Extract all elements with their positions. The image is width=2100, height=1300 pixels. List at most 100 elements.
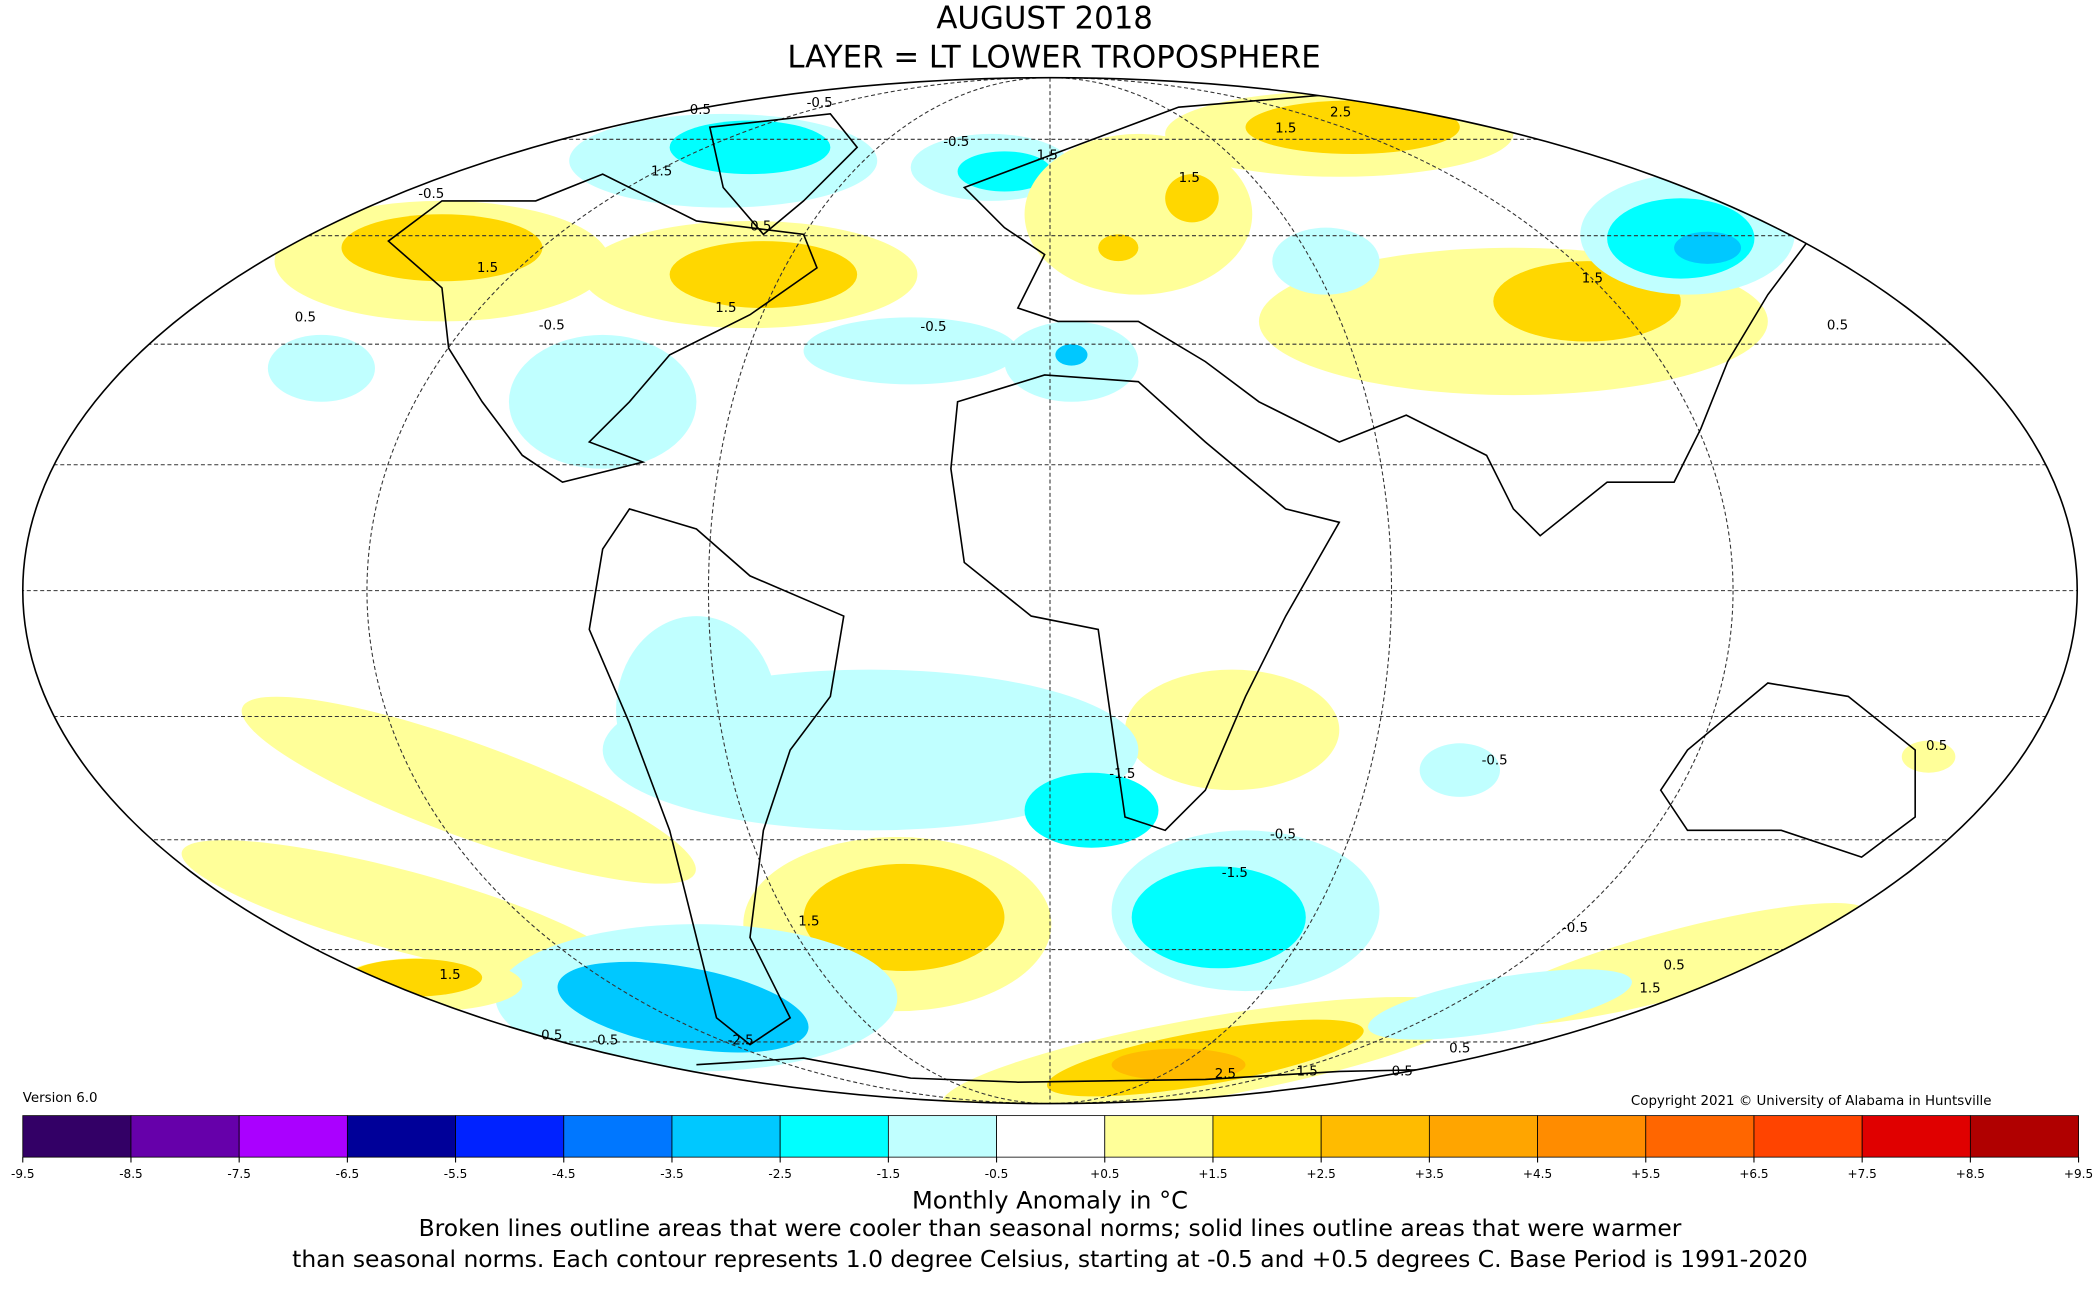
anomaly-area (241, 696, 696, 884)
contour-label: -0.5 (1482, 754, 1508, 769)
colorbar-tick-label: -6.5 (336, 1167, 360, 1181)
contour-label: 0.5 (1449, 1042, 1470, 1057)
colorbar-tick-label: +7.5 (1848, 1167, 1877, 1181)
contour-label: -1.5 (1222, 866, 1248, 881)
contour-label: -0.5 (539, 318, 565, 333)
colorbar-bin (130, 1115, 240, 1158)
greenland (708, 112, 859, 236)
colorbar-bin (238, 1115, 348, 1158)
contour-label: 1.5 (1179, 171, 1200, 186)
contour-label: 1.5 (651, 164, 672, 179)
contour-label: -2.5 (728, 1034, 754, 1049)
colorbar-tick-label: -2.5 (768, 1167, 792, 1181)
anomaly-area (1165, 174, 1219, 223)
contour-label: 1.5 (1275, 122, 1296, 137)
anomaly-area (1131, 866, 1306, 969)
colorbar-bin (455, 1115, 565, 1158)
anomaly-fields (181, 91, 1956, 1104)
anomaly-area (267, 334, 376, 402)
contour-label: 0.5 (1392, 1064, 1413, 1079)
anomaly-area (1024, 133, 1253, 295)
anomaly-area (1419, 743, 1500, 797)
contour-label: 0.5 (1663, 959, 1684, 974)
contour-label: 1.5 (1582, 272, 1603, 287)
contour-label: 0.5 (1926, 739, 1947, 754)
colorbar-tick-label: -8.5 (119, 1167, 143, 1181)
colorbar-bin (779, 1115, 889, 1158)
colorbar-tick-label: -5.5 (444, 1167, 468, 1181)
contour-label: 1.5 (439, 968, 460, 983)
colorbar-tick-label: -1.5 (877, 1167, 901, 1181)
colorbar-bin (671, 1115, 781, 1158)
colorbar-tick-label: +0.5 (1090, 1167, 1119, 1181)
colorbar-tick-label: +8.5 (1956, 1167, 1985, 1181)
meridian (366, 77, 1734, 1104)
anomaly-area (1055, 344, 1088, 366)
colorbar-tick-label: +2.5 (1307, 1167, 1336, 1181)
contour-label: 0.5 (690, 103, 711, 118)
contour-label: -1.5 (1109, 767, 1135, 782)
colorbar-tick-label: +9.5 (2064, 1167, 2093, 1181)
anomaly-area (341, 214, 543, 282)
colorbar-tick-label: +3.5 (1415, 1167, 1444, 1181)
colorbar-bin (1104, 1115, 1214, 1158)
anomaly-area (1098, 234, 1139, 262)
contour-label: 2.5 (1330, 105, 1351, 120)
colorbar-bin (563, 1115, 673, 1158)
contour-label: 0.5 (295, 310, 316, 325)
meridian (707, 77, 1393, 1104)
contour-label: -0.5 (1562, 921, 1588, 936)
contour-label: 0.5 (541, 1028, 562, 1043)
contour-label: 1.5 (798, 914, 819, 929)
anomaly-area (616, 616, 777, 804)
colorbar-bin (346, 1115, 456, 1158)
africa (950, 374, 1341, 832)
colorbar-bin (887, 1115, 997, 1158)
colorbar-label: Monthly Anomaly in °C (912, 1186, 1188, 1214)
contour-label: -0.5 (920, 320, 946, 335)
title: AUGUST 2018 (936, 1, 1153, 37)
anomaly-area (557, 961, 809, 1053)
colorbar-bin (1969, 1115, 2079, 1158)
colorbar-bin (22, 1115, 132, 1158)
anomaly-area (669, 241, 858, 309)
colorbar-tick-label: -0.5 (985, 1167, 1009, 1181)
colorbar-tick-label: +6.5 (1739, 1167, 1768, 1181)
colorbar-tick-label: +1.5 (1198, 1167, 1227, 1181)
copyright: Copyright 2021 © University of Alabama i… (1631, 1094, 1992, 1109)
version: Version 6.0 (23, 1091, 98, 1106)
contour-label: 1.5 (477, 261, 498, 276)
colorbar-bin (1212, 1115, 1322, 1158)
colorbar-tick-label: -9.5 (11, 1167, 35, 1181)
colorbar-tick-label: +4.5 (1523, 1167, 1552, 1181)
colorbar-bin (1861, 1115, 1971, 1158)
graticule (22, 77, 2078, 1104)
contour-label: -0.5 (592, 1034, 618, 1049)
subtitle: LAYER = LT LOWER TROPOSPHERE (787, 39, 1320, 75)
colorbar-bin (1753, 1115, 1863, 1158)
anomaly-area (1111, 1048, 1246, 1081)
contour-label: 1.5 (715, 301, 736, 316)
anomaly-area (1674, 231, 1742, 264)
contour-label: -0.5 (807, 96, 833, 111)
colorbar-tick-label: -4.5 (552, 1167, 576, 1181)
globe-outline (21, 76, 2079, 1105)
contour-label: 0.5 (750, 219, 771, 234)
antarctica (696, 1057, 1474, 1083)
contour-label: 2.5 (1215, 1067, 1236, 1082)
anomaly-area (803, 863, 1005, 971)
colorbar-bin (1320, 1115, 1430, 1158)
anomaly-area (181, 840, 622, 982)
caption-line: Broken lines outline areas that were coo… (419, 1214, 1682, 1242)
contour-label: 1.5 (1037, 148, 1058, 163)
colorbar: -9.5 -8.5 -7.5 -6.5 -5.5 -4.5 -3.5 -2.5 -1.5 -0.5… (11, 1115, 2093, 1181)
colorbar-bin (1428, 1115, 1538, 1158)
anomaly-area (1368, 969, 1632, 1040)
contour-label: 0.5 (1827, 318, 1848, 333)
anomaly-area (1245, 100, 1460, 155)
anomaly-area (508, 334, 697, 469)
anomaly-area (1272, 227, 1380, 295)
colorbar-bin (1537, 1115, 1647, 1158)
anomaly-area (803, 317, 1018, 385)
